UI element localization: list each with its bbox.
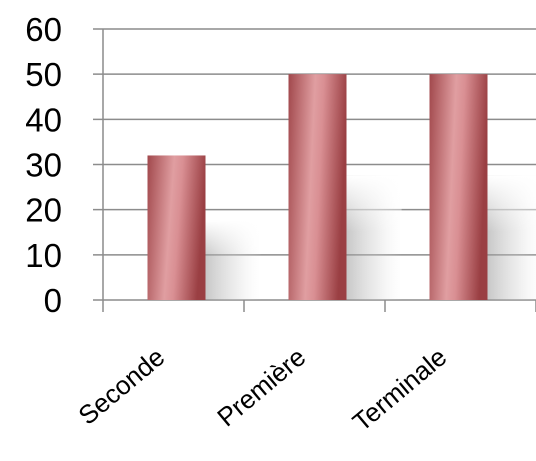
- bar-première: [289, 74, 347, 300]
- y-tick-label: 20: [25, 192, 62, 229]
- bar-terminale: [430, 74, 488, 300]
- bars: [148, 74, 488, 300]
- y-tick-labels: 0 10 20 30 40 50 60: [25, 11, 62, 319]
- bar-shadow-fade: [206, 221, 261, 300]
- y-tick-label: 0: [44, 282, 62, 319]
- y-tick-label: 50: [25, 56, 62, 93]
- bar-shadow-fade: [347, 176, 402, 300]
- y-tick-label: 60: [25, 11, 62, 48]
- y-tick-label: 10: [25, 237, 62, 274]
- x-tick-label: Seconde: [72, 342, 170, 431]
- x-tick-label: Terminale: [347, 342, 453, 437]
- y-tick-label: 40: [25, 101, 62, 138]
- x-tick-labels: Seconde Première Terminale: [72, 342, 452, 437]
- y-tick-label: 30: [25, 147, 62, 184]
- bar-seconde: [148, 155, 206, 300]
- bar-shadow-fade: [488, 176, 536, 300]
- x-tick-label: Première: [211, 342, 311, 433]
